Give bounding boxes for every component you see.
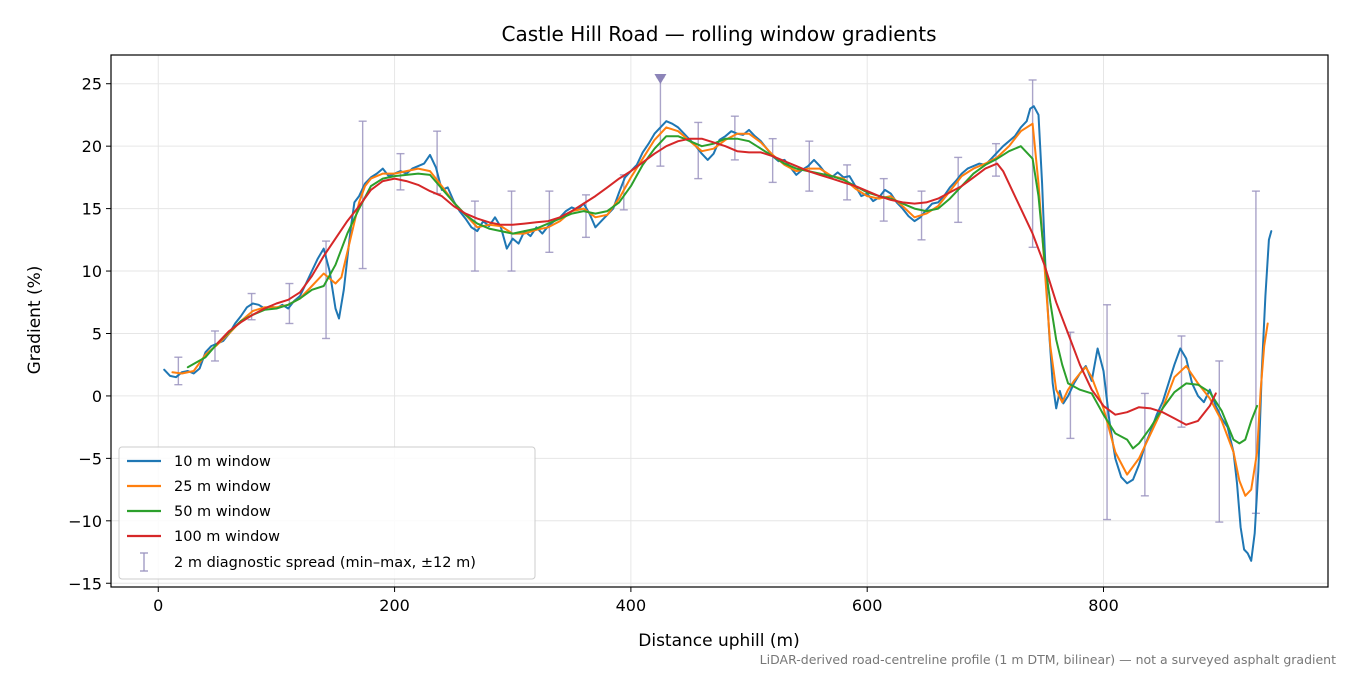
spread-bar <box>507 190 516 272</box>
legend-box <box>118 446 536 580</box>
legend-label-spread: 2 m diagnostic spread (min–max, ±12 m) <box>174 555 476 571</box>
legend-label-100m: 100 m window <box>174 529 280 545</box>
x-axis-title: Distance uphill (m) <box>638 631 799 651</box>
legend-label-50m: 50 m window <box>174 504 271 520</box>
spread-bar <box>174 356 183 386</box>
x-tick-label: 0 <box>153 596 163 615</box>
y-tick-label: 20 <box>82 137 102 156</box>
x-tick-label: 600 <box>852 596 883 615</box>
y-tick-label: −5 <box>78 449 102 468</box>
y-axis-title: Gradient (%) <box>25 266 45 375</box>
legend-entry-50m: 50 m window <box>127 504 271 520</box>
y-axis-ticks: −15 −10 −5 0 5 10 15 20 25 <box>68 75 111 593</box>
y-tick-label: −15 <box>68 574 102 593</box>
legend-entry-10m: 10 m window <box>127 454 271 470</box>
y-tick-label: 25 <box>82 75 102 94</box>
series-line-3 <box>216 137 1217 426</box>
legend-label-25m: 25 m window <box>174 479 271 495</box>
y-tick-label: 10 <box>82 262 102 281</box>
spread-bar <box>1103 304 1112 521</box>
x-tick-label: 800 <box>1088 596 1119 615</box>
footnote: LiDAR-derived road-centreline profile (1… <box>760 652 1336 667</box>
legend-label-10m: 10 m window <box>174 454 271 470</box>
y-tick-label: 5 <box>92 324 102 343</box>
series-line-2 <box>186 135 1259 450</box>
series-lines <box>163 105 1273 562</box>
spread-bar <box>1215 360 1224 523</box>
y-tick-label: 15 <box>82 200 102 219</box>
legend-entry-spread: 2 m diagnostic spread (min–max, ±12 m) <box>140 552 476 572</box>
spread-bar <box>879 177 888 222</box>
legend-entry-25m: 25 m window <box>127 479 271 495</box>
y-tick-label: −10 <box>68 512 102 531</box>
spread-bar <box>470 200 479 272</box>
x-axis-ticks: 0 200 400 600 800 <box>153 587 1119 615</box>
x-tick-label: 400 <box>616 596 647 615</box>
spread-clip-marker <box>654 74 667 84</box>
chart-title: Castle Hill Road — rolling window gradie… <box>502 22 937 46</box>
x-tick-label: 200 <box>379 596 410 615</box>
legend: 10 m window 25 m window 50 m window 100 … <box>118 446 536 580</box>
legend-entry-100m: 100 m window <box>127 529 280 545</box>
spread-bar <box>768 137 777 184</box>
plot-frame <box>110 54 1329 588</box>
y-tick-label: 0 <box>92 387 102 406</box>
